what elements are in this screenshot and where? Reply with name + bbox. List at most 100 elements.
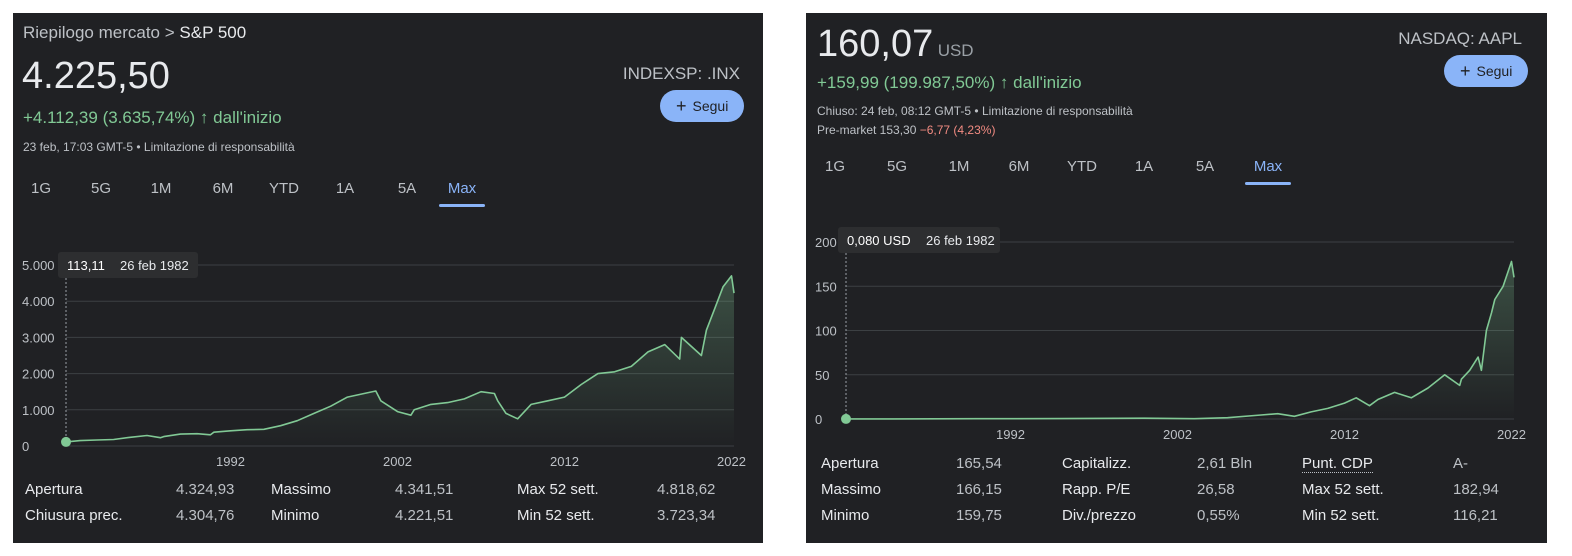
stats-row: Apertura 165,54 Capitalizz. 2,61 Bln Pun… <box>821 450 1499 476</box>
ticker: INDEXSP: .INX <box>622 64 740 83</box>
breadcrumb-current: S&P 500 <box>179 23 247 42</box>
tab-6m[interactable]: 6M <box>212 180 234 197</box>
x-tick-label: 2012 <box>550 454 579 468</box>
y-tick-label: 4.000 <box>22 294 55 309</box>
y-tick-label: 5.000 <box>22 258 55 273</box>
change-suffix: dall'inizio <box>213 108 282 127</box>
change-suffix: dall'inizio <box>1013 73 1082 92</box>
y-tick-label: 0 <box>815 412 822 427</box>
x-tick-label: 2022 <box>1497 427 1526 442</box>
range-tabs: 1G 5G 1M 6M YTD 1A 5A Max <box>817 158 1291 185</box>
y-tick-label: 100 <box>815 324 837 339</box>
breadcrumb-link[interactable]: Riepilogo mercato > <box>23 23 175 42</box>
stat-value: 166,15 <box>956 480 1002 498</box>
stat-label: Massimo <box>271 480 332 498</box>
change-text: +159,99 (199.987,50%) ↑ dall'inizio <box>817 73 1082 93</box>
tab-5g[interactable]: 5G <box>90 180 111 197</box>
stat-label: Chiusura prec. <box>25 506 123 524</box>
tab-ytd[interactable]: YTD <box>1067 158 1097 175</box>
timestamp-disclaimer: 23 feb, 17:03 GMT-5 • Limitazione di res… <box>23 140 295 154</box>
stat-value: 4.324,93 <box>176 480 235 498</box>
stat-value: 2,61 Bln <box>1197 454 1253 472</box>
stats-row: Massimo 166,15 Rapp. P/E 26,58 Max 52 se… <box>821 476 1499 502</box>
stat-label: Min 52 sett. <box>517 506 595 524</box>
stat-label: Massimo <box>821 480 882 498</box>
stat-value: 4.304,76 <box>176 506 235 524</box>
price-block: 160,07 USD <box>817 23 974 66</box>
series-line <box>846 260 1515 420</box>
stat-label: Min 52 sett. <box>1302 506 1380 524</box>
stat-label[interactable]: Punt. CDP <box>1302 450 1453 476</box>
x-tick-label: 1992 <box>216 454 245 468</box>
breadcrumb: Riepilogo mercato > S&P 500 <box>23 23 246 43</box>
tab-1a[interactable]: 1A <box>1134 158 1154 175</box>
stat-label: Apertura <box>821 454 879 472</box>
aapl-chart[interactable]: 0 50 100 150 200 1992 2002 2012 2022 0,080 USD 26 … <box>806 213 1547 448</box>
tab-1m[interactable]: 1M <box>948 158 970 175</box>
plus-icon: + <box>1460 61 1471 81</box>
x-tick-label: 2002 <box>1163 427 1192 442</box>
stats-table: Apertura 165,54 Capitalizz. 2,61 Bln Pun… <box>821 450 1499 528</box>
tab-ytd[interactable]: YTD <box>269 180 299 197</box>
stat-label: Capitalizz. <box>1062 454 1132 472</box>
sp500-panel: Riepilogo mercato > S&P 500 4.225,50 IND… <box>13 13 763 543</box>
y-tick-label: 200 <box>815 235 837 250</box>
stat-label: Div./prezzo <box>1062 506 1136 524</box>
follow-button[interactable]: + Segui <box>1444 55 1529 87</box>
stat-value: 0,55% <box>1197 506 1240 524</box>
change-value: +159,99 (199.987,50%) <box>817 73 996 92</box>
x-tick-label: 2002 <box>383 454 412 468</box>
stat-value: 3.723,34 <box>657 506 716 524</box>
range-tabs: 1G 5G 1M 6M YTD 1A 5A Max <box>23 180 485 207</box>
x-tick-label: 2012 <box>1330 427 1359 442</box>
stat-label: Apertura <box>25 480 83 498</box>
tab-5a[interactable]: 5A <box>397 180 417 197</box>
tab-5a[interactable]: 5A <box>1195 158 1215 175</box>
aapl-panel: 160,07 USD NASDAQ: AAPL +159,99 (199.987… <box>806 13 1547 543</box>
stats-row: Apertura 4.324,93 Massimo 4.341,51 Max 5… <box>25 476 715 502</box>
follow-button[interactable]: + Segui <box>660 90 745 122</box>
tab-max[interactable]: Max <box>1245 158 1291 185</box>
price: 4.225,50 <box>22 55 170 97</box>
series-area <box>66 275 734 446</box>
sp500-chart[interactable]: 0 1.000 2.000 3.000 4.000 5.000 1992 2002 2012 20… <box>13 238 763 468</box>
premarket-change: −6,77 (4,23%) <box>919 123 996 137</box>
tooltip-date: 26 feb 1982 <box>120 258 189 273</box>
tooltip-box <box>838 227 1000 253</box>
stat-value: A- <box>1453 454 1468 472</box>
tab-max[interactable]: Max <box>439 180 485 207</box>
tooltip-date: 26 feb 1982 <box>926 233 995 248</box>
stat-value: 4.341,51 <box>395 480 454 498</box>
y-tick-label: 1.000 <box>22 403 55 418</box>
plus-icon: + <box>676 96 687 116</box>
stat-label: Rapp. P/E <box>1062 480 1131 498</box>
stat-label: Minimo <box>821 506 870 524</box>
tab-6m[interactable]: 6M <box>1008 158 1030 175</box>
tooltip-value: 113,11 <box>67 258 105 273</box>
ticker: NASDAQ: AAPL <box>1398 29 1522 48</box>
premarket-text: Pre-market 153,30 −6,77 (4,23%) <box>817 123 995 137</box>
stat-value: 165,54 <box>956 454 1002 472</box>
stat-label: Minimo <box>271 506 320 524</box>
tab-1g[interactable]: 1G <box>30 180 51 197</box>
tab-1g[interactable]: 1G <box>824 158 845 175</box>
tab-1a[interactable]: 1A <box>335 180 355 197</box>
follow-label: Segui <box>692 98 729 114</box>
stats-row: Chiusura prec. 4.304,76 Minimo 4.221,51 … <box>25 502 715 528</box>
series-area <box>846 261 1514 419</box>
tab-1m[interactable]: 1M <box>150 180 172 197</box>
change-text: +4.112,39 (3.635,74%) ↑ dall'inizio <box>23 108 282 128</box>
tab-5g[interactable]: 5G <box>886 158 907 175</box>
y-tick-label: 2.000 <box>22 367 55 382</box>
arrow-up-icon: ↑ <box>999 73 1009 92</box>
price: 160,07 <box>817 23 934 65</box>
currency: USD <box>937 41 974 60</box>
stats-table: Apertura 4.324,93 Massimo 4.341,51 Max 5… <box>25 476 715 528</box>
y-tick-label: 150 <box>815 279 837 294</box>
x-tick-label: 1992 <box>996 427 1025 442</box>
tooltip-value: 0,080 USD <box>847 233 911 248</box>
cdp-score-link[interactable]: Punt. CDP <box>1302 454 1373 473</box>
stats-row: Minimo 159,75 Div./prezzo 0,55% Min 52 s… <box>821 502 1499 528</box>
stat-value: 26,58 <box>1197 480 1235 498</box>
stat-value: 116,21 <box>1453 506 1498 524</box>
